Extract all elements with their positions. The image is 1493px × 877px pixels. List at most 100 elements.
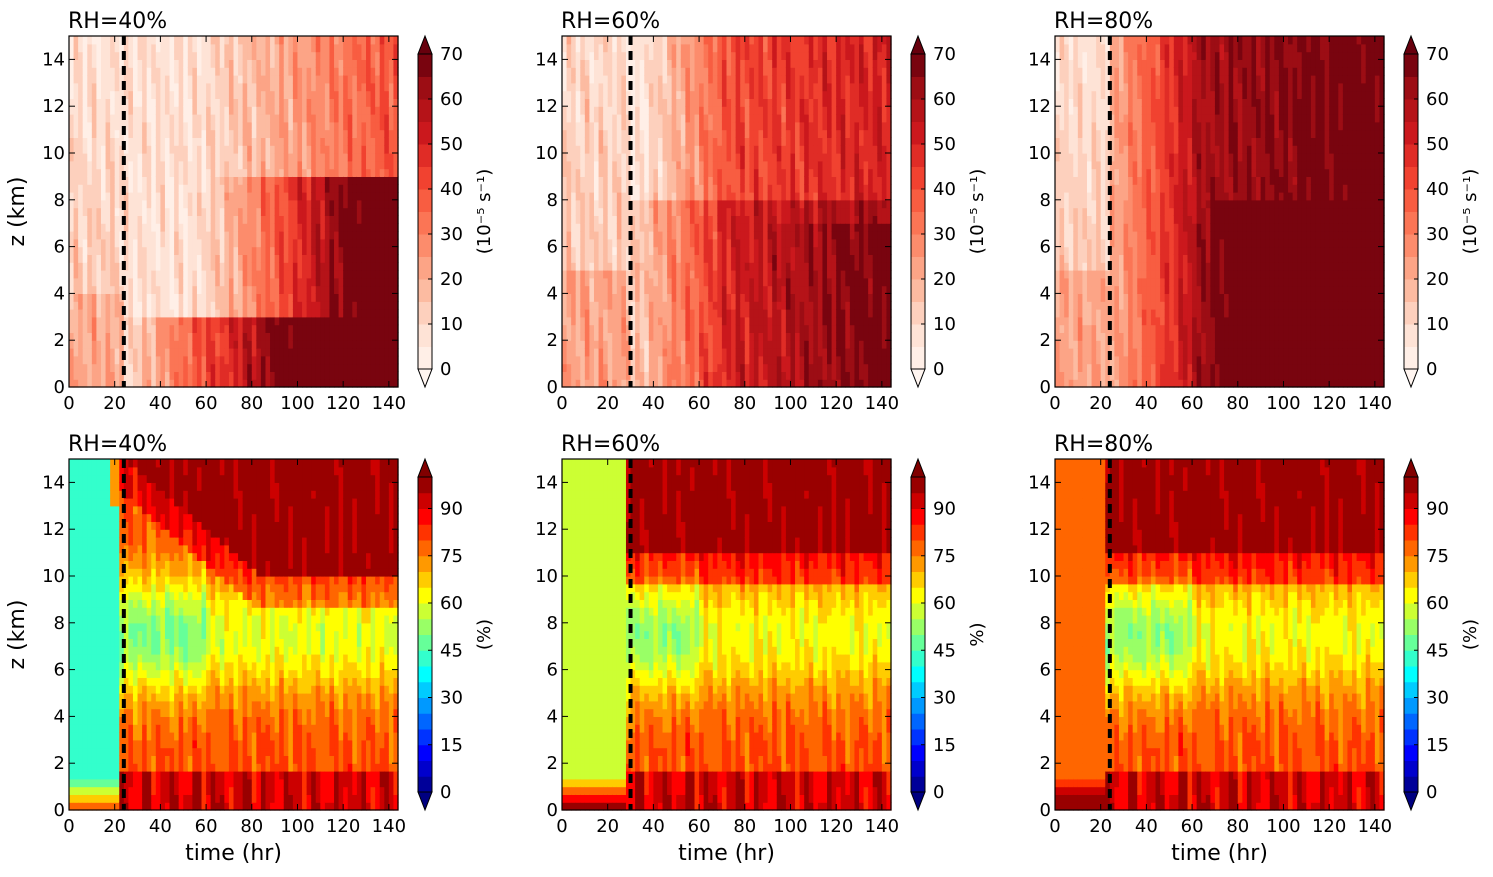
contour-cell (160, 332, 166, 341)
contour-cell (388, 137, 395, 146)
contour-cell (69, 316, 75, 326)
contour-cell (302, 51, 308, 60)
contour-cell (228, 106, 235, 115)
contour-cell (352, 371, 358, 380)
contour-cell (260, 215, 267, 224)
contour-cell (178, 43, 184, 53)
contour-cell (662, 43, 668, 53)
contour-cell (375, 293, 381, 302)
contour-cell (219, 215, 225, 224)
contour-cell (306, 262, 312, 271)
contour-cell (169, 160, 175, 170)
contour-cell (155, 285, 161, 294)
contour-cell (178, 129, 184, 138)
contour-cell (680, 82, 686, 92)
contour-cell (233, 98, 239, 107)
contour-cell (87, 51, 93, 60)
contour-cell (228, 316, 235, 326)
contour-cell (685, 223, 691, 232)
contour-cell (142, 106, 148, 115)
contour-cell (315, 231, 321, 240)
contour-cell (233, 160, 239, 170)
contour-cell (256, 82, 262, 92)
contour-cell (155, 59, 161, 68)
contour-cell (110, 215, 116, 224)
contour-cell (206, 215, 212, 224)
contour-cell (105, 82, 111, 92)
contour-cell (270, 51, 276, 60)
contour-cell (315, 246, 321, 255)
contour-cell (347, 67, 353, 76)
contour-cell (662, 184, 668, 193)
contour-cell (580, 207, 586, 216)
contour-cell (82, 90, 88, 99)
contour-cell (338, 309, 344, 318)
contour-cell (238, 309, 244, 318)
contour-cell (279, 277, 285, 287)
contour-cell (379, 207, 385, 216)
contour-cell (566, 75, 572, 84)
contour-cell (621, 51, 627, 60)
contour-cell (274, 160, 280, 170)
contour-cell (324, 231, 331, 240)
contour-cell (206, 246, 212, 255)
contour-cell (183, 215, 189, 224)
contour-cell (183, 184, 189, 193)
contour-cell (603, 168, 609, 177)
x-tick-label: 80 (240, 393, 263, 414)
contour-cell (685, 184, 691, 193)
contour-cell (105, 192, 111, 201)
contour-cell (164, 223, 171, 232)
contour-cell (311, 371, 317, 380)
contour-cell (589, 293, 595, 302)
contour-cell (708, 114, 714, 123)
contour-cell (379, 114, 385, 123)
contour-cell (146, 270, 152, 279)
contour-cell (96, 293, 102, 302)
contour-cell (114, 199, 120, 209)
contour-cell (352, 75, 358, 84)
contour-cell (366, 75, 372, 84)
contour-cell (187, 371, 193, 380)
contour-cell (648, 355, 654, 365)
contour-cell (329, 184, 335, 193)
contour-cell (648, 379, 654, 388)
contour-cell (685, 129, 691, 138)
contour-cell (703, 98, 709, 107)
contour-cell (110, 82, 116, 92)
contour-cell (708, 215, 714, 224)
contour-cell (224, 121, 230, 131)
contour-cell (228, 371, 235, 380)
contour-cell (653, 114, 659, 123)
contour-cell (562, 316, 568, 326)
contour-cell (155, 106, 161, 115)
contour-cell (375, 75, 381, 84)
contour-cell (238, 246, 244, 255)
contour-cell (119, 223, 125, 232)
contour-cell (721, 160, 728, 170)
contour-cell (283, 231, 289, 240)
contour-cell (571, 51, 577, 60)
contour-cell (270, 215, 276, 224)
contour-cell (562, 254, 568, 263)
contour-cell (178, 348, 184, 357)
contour-cell (352, 121, 358, 131)
contour-cell (164, 340, 171, 349)
contour-cell (142, 238, 148, 248)
contour-cell (274, 199, 280, 209)
contour-cell (160, 121, 166, 131)
contour-cell (343, 160, 349, 170)
contour-cell (306, 51, 312, 60)
contour-cell (192, 285, 198, 294)
contour-cell (635, 36, 641, 45)
contour-cell (680, 355, 686, 365)
contour-cell (334, 199, 340, 209)
contour-cell (215, 207, 221, 216)
contour-cell (699, 363, 705, 372)
contour-cell (169, 293, 175, 302)
contour-cell (69, 129, 75, 138)
contour-cell (625, 285, 632, 294)
contour-cell (174, 231, 180, 240)
contour-cell (361, 371, 367, 380)
contour-cell (361, 90, 367, 99)
